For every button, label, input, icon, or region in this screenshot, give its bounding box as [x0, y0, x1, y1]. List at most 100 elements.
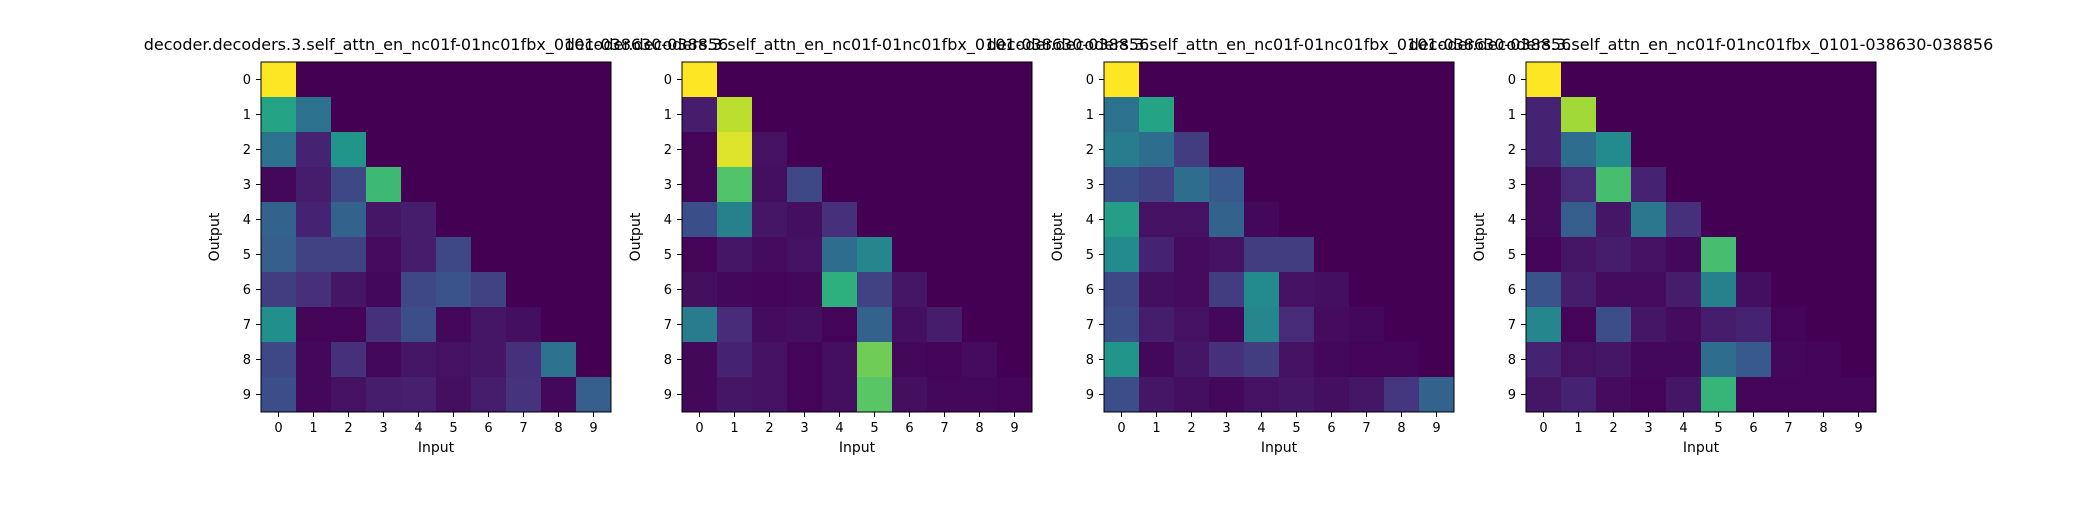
heatmap-cell: [471, 167, 507, 203]
heatmap-cell: [1139, 377, 1175, 413]
y-tick-label: 9: [664, 388, 672, 403]
heatmap-cell: [787, 167, 823, 203]
heatmap-cell: [1701, 342, 1737, 378]
heatmap-cell: [1841, 97, 1877, 133]
heatmap-cell: [1561, 307, 1597, 343]
heatmap-cell: [506, 132, 542, 168]
heatmap-cell: [997, 132, 1033, 168]
y-tick-label: 5: [243, 248, 251, 263]
heatmap-cell: [1384, 167, 1420, 203]
heatmap-cell: [366, 202, 402, 238]
x-tick-label: 5: [1292, 421, 1300, 436]
y-tick-label: 3: [1508, 178, 1516, 193]
y-tick-label: 3: [243, 178, 251, 193]
heatmap-cell: [401, 307, 437, 343]
heatmap-cell: [1209, 342, 1245, 378]
heatmap-cell: [822, 307, 858, 343]
heatmap-cell: [1701, 307, 1737, 343]
heatmap-cell: [682, 62, 718, 98]
heatmap-cell: [1561, 377, 1597, 413]
heatmap-cell: [541, 97, 577, 133]
heatmap-cell: [857, 237, 893, 273]
heatmap-cell: [1736, 307, 1772, 343]
x-tick-label: 8: [554, 421, 562, 436]
heatmap-cell: [857, 377, 893, 413]
heatmap-cell: [927, 342, 963, 378]
heatmap-cell: [366, 132, 402, 168]
heatmap-cell: [1384, 237, 1420, 273]
heatmap-cell: [1174, 307, 1210, 343]
heatmap-cell: [927, 237, 963, 273]
heatmap-cell: [1244, 377, 1280, 413]
heatmap-cell: [1631, 237, 1667, 273]
heatmap-cell: [1419, 62, 1455, 98]
heatmap-panel-3: 0 1 2 3 4 5 6 7 8 9 0 1 2 3 4 5 6 7 8 9 Input Output decoder.d…: [1409, 35, 1994, 456]
heatmap-cell: [1596, 237, 1632, 273]
chart-title: decoder.decoders.3.self_attn_en_nc01f-01…: [1409, 35, 1994, 55]
heatmap-cell: [436, 132, 472, 168]
heatmap-cell: [1384, 377, 1420, 413]
x-tick-label: 2: [1187, 421, 1195, 436]
heatmap-cell: [401, 342, 437, 378]
y-axis-label: Output: [207, 212, 223, 261]
heatmap-cell: [892, 62, 928, 98]
y-tick-label: 4: [1508, 213, 1516, 228]
heatmap-cell: [506, 377, 542, 413]
heatmap-cell: [1419, 272, 1455, 308]
heatmap-cell: [576, 237, 612, 273]
x-tick-label: 9: [589, 421, 597, 436]
x-tick-label: 5: [449, 421, 457, 436]
heatmap-cell: [331, 132, 367, 168]
heatmap-cell: [1349, 97, 1385, 133]
heatmap-cell: [1279, 97, 1315, 133]
heatmap-cell: [1736, 377, 1772, 413]
heatmap-cell: [1701, 272, 1737, 308]
heatmap-cell: [1596, 342, 1632, 378]
heatmap-cell: [1806, 202, 1842, 238]
heatmap-cell: [962, 132, 998, 168]
heatmap-cell: [296, 62, 332, 98]
heatmap-cell: [1104, 62, 1140, 98]
heatmap-cell: [1209, 167, 1245, 203]
heatmap-cell: [997, 97, 1033, 133]
x-tick-label: 2: [344, 421, 352, 436]
heatmap-cell: [471, 342, 507, 378]
heatmap-cell: [506, 307, 542, 343]
heatmap-cell: [436, 237, 472, 273]
heatmap-cell: [962, 237, 998, 273]
heatmap-cell: [401, 62, 437, 98]
heatmap-cell: [1314, 272, 1350, 308]
heatmap-cell: [927, 62, 963, 98]
heatmap-cell: [541, 167, 577, 203]
heatmap-cell: [1209, 377, 1245, 413]
heatmap-cell: [892, 272, 928, 308]
heatmap-cell: [1526, 62, 1562, 98]
heatmap-cell: [1736, 97, 1772, 133]
y-tick-label: 3: [664, 178, 672, 193]
heatmap-cell: [1209, 132, 1245, 168]
heatmap-cell: [1314, 167, 1350, 203]
x-tick-label: 8: [975, 421, 983, 436]
heatmap-cell: [1771, 237, 1807, 273]
heatmap-cell: [997, 272, 1033, 308]
heatmap-cell: [1174, 342, 1210, 378]
heatmap-cell: [1806, 97, 1842, 133]
heatmap-cell: [1841, 167, 1877, 203]
y-tick-label: 8: [664, 353, 672, 368]
heatmap-cell: [1384, 97, 1420, 133]
heatmap-cell: [682, 307, 718, 343]
heatmap-cell: [506, 272, 542, 308]
heatmap-cell: [752, 307, 788, 343]
heatmap-cell: [261, 342, 297, 378]
heatmap-cell: [787, 202, 823, 238]
heatmap-cell: [261, 62, 297, 98]
heatmap-cell: [436, 62, 472, 98]
heatmap-cell: [927, 132, 963, 168]
heatmap-cell: [1841, 132, 1877, 168]
heatmap-cell: [541, 132, 577, 168]
heatmap-cell: [576, 97, 612, 133]
heatmap-cell: [1419, 237, 1455, 273]
x-tick-label: 7: [1362, 421, 1370, 436]
heatmap-cell: [1631, 202, 1667, 238]
